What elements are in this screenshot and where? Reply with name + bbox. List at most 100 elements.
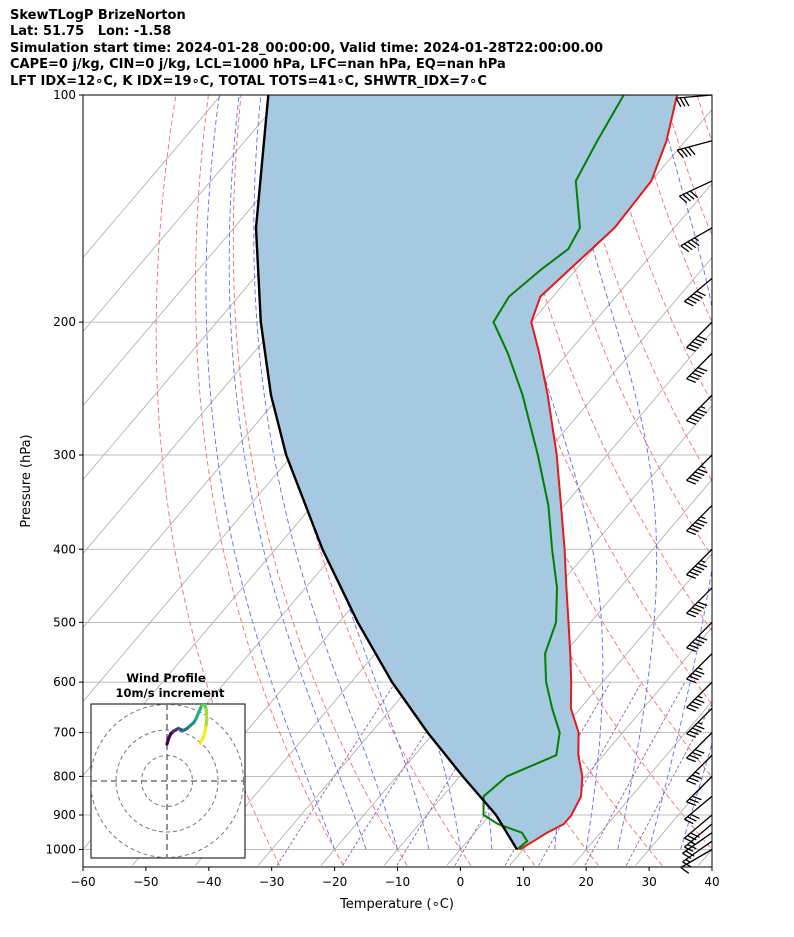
- wind-barb-flag: [687, 241, 697, 249]
- wind-barb-half-flag: [685, 859, 691, 863]
- dry-adiabat-line: [566, 95, 712, 482]
- y-tick-label: 800: [53, 769, 76, 783]
- y-tick-label: 500: [53, 615, 76, 629]
- wind-barb-shaft: [686, 681, 713, 709]
- wind-barb-flag: [694, 521, 705, 527]
- wind-barb-shaft: [677, 140, 713, 151]
- wind-barb-flag: [694, 638, 705, 644]
- wind-barb-shaft: [686, 548, 713, 576]
- dry-adiabat-line: [195, 95, 344, 866]
- wind-barb-flag: [689, 417, 699, 423]
- isotherm-line: [83, 95, 222, 259]
- wind-barb-flag: [697, 519, 708, 524]
- wind-barb-flag: [691, 727, 702, 733]
- x-tick-label: 0: [457, 875, 465, 889]
- mixing-ratio-line: [396, 681, 509, 866]
- x-tick-label: 30: [641, 875, 656, 889]
- isotherm-line: [257, 330, 712, 866]
- moist-adiabat-line: [558, 95, 658, 850]
- wind-barb-flag: [689, 344, 699, 349]
- wind-barb-shaft: [679, 180, 713, 197]
- wind-barb-shaft: [686, 754, 713, 782]
- wind-barb-shaft: [686, 621, 713, 649]
- y-tick-label: 100: [53, 88, 76, 102]
- wind-barb-flag: [696, 290, 706, 297]
- wind-barb-flag: [690, 813, 700, 820]
- wind-barb-shaft: [686, 352, 713, 380]
- wind-barb-shaft: [676, 94, 713, 99]
- wind-barb-flag: [686, 612, 696, 618]
- wind-barb-flag: [686, 192, 695, 200]
- isotherm-line: [83, 95, 348, 407]
- wind-barb-flag: [691, 341, 702, 347]
- wind-barb-flag: [689, 798, 699, 804]
- inset-subtitle: 10m/s increment: [116, 686, 225, 700]
- wind-barb-flag: [686, 378, 696, 383]
- wind-barb: [684, 277, 713, 307]
- wind-barbs: [675, 94, 713, 874]
- wind-barb-half-flag: [697, 721, 703, 725]
- wind-barb: [686, 352, 713, 383]
- wind-barb-flag: [697, 601, 708, 607]
- wind-barb-flag: [691, 568, 702, 574]
- wind-barb-flag: [691, 524, 702, 530]
- wind-barb: [684, 795, 713, 825]
- wind-barb-flag: [697, 468, 708, 474]
- dry-adiabat-line: [631, 95, 712, 323]
- wind-barb-flag: [690, 239, 700, 247]
- dry-adiabat-line: [468, 95, 712, 706]
- wind-barb-flag: [689, 571, 699, 577]
- indices-line-2: LFT IDX=12∘C, K IDX=19∘C, TOTAL TOTS=41∘…: [10, 73, 487, 89]
- location-line: Lat: 51.75 Lon: -1.58: [10, 24, 172, 40]
- wind-barb-shaft: [686, 775, 713, 803]
- wind-barb-half-flag: [694, 237, 700, 242]
- wind-barb-flag: [687, 816, 697, 822]
- wind-barb-flag: [691, 774, 702, 780]
- wind-barb: [682, 832, 713, 859]
- wind-barb-shaft: [682, 840, 713, 863]
- wind-barb: [686, 505, 713, 536]
- wind-barb-shaft: [686, 707, 713, 735]
- x-tick-label: 20: [579, 875, 594, 889]
- wind-barb: [686, 732, 713, 763]
- dry-adiabat-line: [232, 95, 408, 866]
- wind-barb: [680, 227, 713, 253]
- wind-barb: [686, 548, 713, 579]
- x-axis-label: Temperature (∘C): [339, 897, 454, 912]
- wind-barb-flag: [694, 471, 705, 477]
- wind-barb: [684, 823, 713, 853]
- isotherm-line: [635, 774, 712, 866]
- y-tick-label: 200: [53, 315, 76, 329]
- wind-barb-flag: [679, 97, 686, 107]
- parcel-profile-line: [254, 95, 519, 851]
- wind-barb-flag: [686, 733, 696, 738]
- wind-barb-shaft: [686, 587, 713, 614]
- wind-barb-shaft: [686, 732, 713, 759]
- wind-barb-flag: [684, 837, 694, 844]
- wind-barb-half-flag: [694, 771, 700, 775]
- wind-barb-flag: [691, 474, 702, 479]
- dewpoint-profile-line: [482, 95, 625, 851]
- wind-barb-shaft: [686, 394, 713, 422]
- y-axis-label: Pressure (hPa): [19, 434, 34, 527]
- mixing-ratio-line: [538, 681, 643, 866]
- wind-barb-flag: [688, 146, 696, 156]
- mixing-ratio-line: [584, 681, 686, 866]
- wind-barb-flag: [697, 408, 708, 414]
- wind-barb-shaft: [686, 454, 713, 481]
- wind-barb-flag: [697, 635, 708, 641]
- x-tick-label: −40: [196, 875, 221, 889]
- wind-barb-flag: [691, 795, 702, 801]
- isotherm-line: [509, 626, 712, 866]
- profile-lines: [254, 95, 679, 851]
- wind-barb: [686, 681, 713, 712]
- wind-barb-half-flag: [700, 516, 706, 520]
- wind-barb-flag: [697, 562, 708, 568]
- wind-barb-flag: [687, 298, 697, 304]
- wind-barb-flag: [691, 672, 702, 678]
- wind-barb-flag: [686, 801, 696, 806]
- isotherm-line: [572, 700, 712, 866]
- wind-barb-flag: [694, 724, 705, 730]
- wind-barb-flag: [694, 369, 705, 375]
